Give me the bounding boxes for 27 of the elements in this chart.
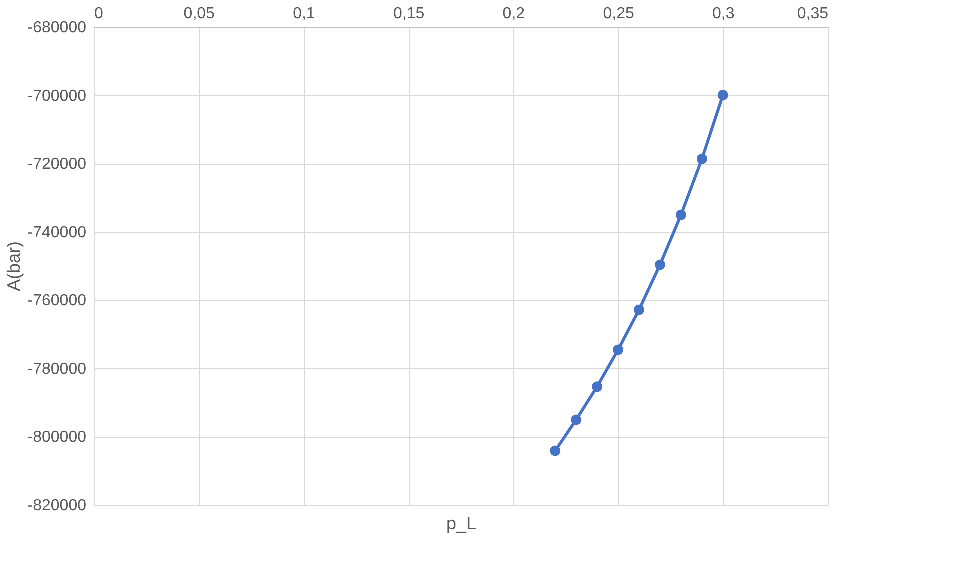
point (654, 260, 666, 270)
point (613, 344, 624, 356)
x-tick-label: 0,15 (394, 6, 425, 22)
y-tick-label: -820000 (28, 498, 87, 514)
point (634, 304, 644, 316)
y-tick-label: -720000 (28, 156, 87, 174)
point (550, 446, 561, 456)
x-tick-label: 0,25 (603, 6, 634, 22)
point (718, 90, 728, 101)
y-tick-label: -740000 (28, 224, 87, 242)
point (676, 210, 686, 220)
y-axis-title: A(bar) (4, 241, 24, 292)
y-tick-label: -800000 (28, 429, 87, 446)
x-axis-title: p_L (446, 514, 477, 534)
x-tick-label: 0,2 (502, 6, 526, 22)
point (696, 154, 708, 164)
x-tick-label: 0,05 (184, 6, 216, 22)
y-tick-label: -780000 (28, 360, 87, 378)
point (571, 414, 582, 426)
x-tick-label: 0,35 (797, 6, 829, 22)
y-tick-label: -760000 (28, 292, 87, 310)
x-tick-label: 0,1 (293, 6, 316, 22)
x-tick-label: 0,3 (712, 6, 735, 22)
y-tick-label: -700000 (28, 88, 87, 105)
y-tick-label: -680000 (28, 20, 87, 36)
x-tick-label: 0 (94, 6, 104, 22)
point (592, 382, 603, 392)
